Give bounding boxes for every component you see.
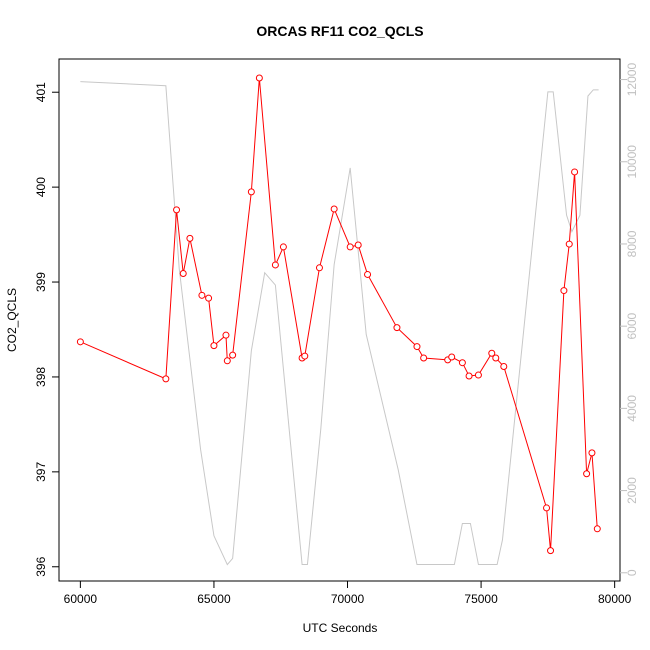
- data-point: [330, 205, 338, 213]
- y2-tick-label: 8000: [625, 230, 639, 257]
- x-axis: 60000 65000 70000 75000 80000: [64, 580, 632, 606]
- data-point: [205, 294, 213, 302]
- data-point: [571, 168, 579, 176]
- series-line-right: [80, 81, 599, 566]
- data-point: [465, 372, 473, 380]
- data-point: [583, 470, 591, 478]
- data-point: [315, 264, 323, 272]
- data-point: [413, 343, 421, 351]
- y-axis-left: 396 397 398 399 400 401: [34, 82, 59, 577]
- data-point: [364, 270, 372, 278]
- y2-tick-label: 6000: [625, 312, 639, 339]
- y2-tick-label: 2000: [625, 477, 639, 504]
- y-tick-label: 400: [34, 177, 48, 197]
- y2-tick-label: 4000: [625, 395, 639, 422]
- y-axis-right: 0 2000 4000 6000 8000 10000 12000: [620, 63, 639, 576]
- data-point: [179, 269, 187, 277]
- data-point: [474, 371, 482, 379]
- series-layer: [76, 74, 601, 566]
- y-tick-label: 397: [34, 462, 48, 482]
- data-point: [247, 188, 255, 196]
- data-point: [162, 375, 170, 383]
- data-point: [222, 331, 230, 339]
- x-tick-label: 60000: [64, 592, 98, 606]
- chart-title: ORCAS RF11 CO2_QCLS: [256, 23, 423, 39]
- data-point: [458, 359, 466, 367]
- x-axis-label: UTC Seconds: [303, 621, 378, 635]
- data-point: [354, 241, 362, 249]
- data-point: [186, 234, 194, 242]
- data-point: [346, 243, 354, 251]
- data-point: [210, 342, 218, 350]
- data-point: [271, 261, 279, 269]
- data-point: [560, 287, 568, 295]
- data-point: [565, 240, 573, 248]
- y-tick-label: 398: [34, 367, 48, 387]
- data-point: [500, 363, 508, 371]
- data-point: [229, 351, 237, 359]
- data-point: [448, 353, 456, 361]
- y-tick-label: 399: [34, 272, 48, 292]
- data-point: [279, 243, 287, 251]
- x-tick-label: 80000: [598, 592, 632, 606]
- y-tick-label: 401: [34, 82, 48, 102]
- data-point: [593, 525, 601, 533]
- data-point: [588, 449, 596, 457]
- data-point: [198, 291, 206, 299]
- data-point: [393, 324, 401, 332]
- data-point: [488, 349, 496, 357]
- y2-tick-label: 12000: [625, 63, 639, 97]
- y-axis-label: CO2_QCLS: [5, 288, 19, 352]
- data-point: [173, 206, 181, 214]
- data-point: [543, 504, 551, 512]
- y2-tick-label: 0: [625, 569, 639, 576]
- x-tick-label: 70000: [331, 592, 365, 606]
- x-tick-label: 75000: [464, 592, 498, 606]
- y2-tick-label: 10000: [625, 145, 639, 179]
- data-point: [76, 338, 84, 346]
- y-tick-label: 396: [34, 556, 48, 576]
- data-point: [301, 352, 309, 360]
- data-point: [492, 354, 500, 362]
- x-tick-label: 65000: [197, 592, 231, 606]
- data-point: [255, 74, 263, 82]
- data-point: [223, 357, 231, 365]
- data-point: [420, 354, 428, 362]
- data-point: [547, 547, 555, 555]
